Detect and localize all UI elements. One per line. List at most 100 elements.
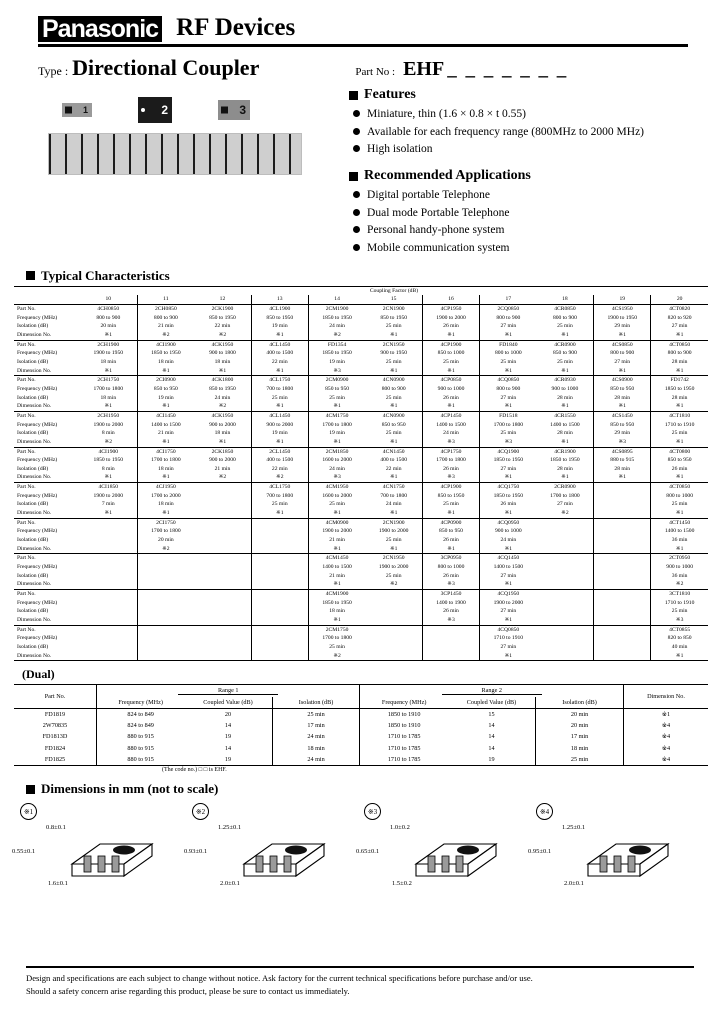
- type-and-partno-row: Type : Directional Coupler Part No : EHF…: [12, 47, 708, 81]
- column-header-20: 20: [650, 295, 708, 306]
- footer-line-2: Should a safety concern arise regarding …: [26, 986, 350, 997]
- cell-part-4: 2CM0900: [307, 375, 366, 385]
- cell-dimension-9: [593, 509, 651, 519]
- cell-part-6: 4CP1950: [421, 304, 480, 314]
- cell-frequency-0: [80, 527, 137, 536]
- footer-line-1: Design and specifications are each subje…: [26, 973, 533, 984]
- cell-part-10: 2CT0950: [650, 553, 708, 564]
- cell-dimension-6: ※1: [421, 366, 480, 376]
- cell-isolation-1: 19 min: [136, 393, 195, 403]
- cell-isolation-10: 25 min: [650, 607, 708, 616]
- cell-frequency-9: 1900 to 1950: [593, 313, 651, 323]
- cell-frequency-10: 1710 to 1910: [650, 598, 708, 608]
- cell-part-1: 4CJ1950: [136, 482, 195, 492]
- cell-frequency-7: 1700 to 1800: [479, 420, 537, 430]
- cell-frequency-4: 1850 to 1950: [307, 313, 366, 323]
- cell-dimension-7: ※3: [479, 437, 537, 448]
- cell-dimension-0: [80, 545, 137, 554]
- cell-dimension-10: ※1: [650, 402, 708, 412]
- dual-range1-frequency: 880 to 915: [96, 754, 185, 767]
- bullet-square-icon: [26, 271, 35, 281]
- cell-frequency-0: [80, 634, 137, 643]
- cell-isolation-1: 21 min: [136, 322, 195, 331]
- cell-dimension-2: ※2: [218, 331, 227, 338]
- cell-dimension-6: [421, 651, 480, 661]
- row-label: Dimension No.: [17, 403, 52, 410]
- row-label: Isolation (dB): [17, 537, 49, 544]
- cell-frequency-6: [421, 634, 480, 643]
- table-row: Frequency (MHz) 1850 to 1950 1700 to 1800 9…: [14, 456, 708, 465]
- cell-frequency-10: 1400 to 1500: [650, 527, 708, 537]
- cell-isolation-6: 26 min: [421, 607, 480, 616]
- table-row: Isolation (dB) 18 min 19 min 24 min 25 min 25…: [14, 393, 708, 403]
- table-row: Isolation (dB) 20 min 21 min 22 min 19 min 24…: [14, 322, 708, 331]
- row-label: Part No.: [14, 304, 80, 314]
- cell-dimension-2: ※1: [218, 438, 227, 445]
- cell-isolation-4: 21 min: [307, 536, 366, 545]
- dual-part-no: FD1819: [44, 710, 66, 718]
- cell-isolation-1: 21 min: [136, 429, 195, 438]
- cell-frequency-0: 1850 to 1950: [93, 457, 124, 464]
- column-header-11: 11: [136, 295, 195, 306]
- row-label: Dimension No.: [17, 545, 52, 552]
- table-row: Dimension No. ※1 ※1 ※1 ※1 ※1 ※1 ※1 ※2 ※1: [14, 509, 708, 519]
- cell-isolation-6: 26 min: [421, 536, 480, 545]
- cell-dimension-6: ※3: [421, 473, 480, 483]
- cell-frequency-3: 400 to 1500: [250, 456, 309, 465]
- cell-isolation-3: [250, 571, 309, 581]
- row-label: Dimension No.: [17, 438, 52, 445]
- cell-part-0: 2CH1900: [80, 339, 138, 350]
- row-label: Part No.: [14, 339, 80, 350]
- cell-isolation-10: 25 min: [650, 429, 708, 438]
- table-row: Part No. 2CH1900 4CI1900 4CK1950 4CL1450 FD13…: [14, 339, 708, 350]
- dual-header-row-1: Part No. Range 1 Range 2 Dimension No.: [14, 684, 708, 709]
- dimension-tag: ※4: [536, 803, 553, 821]
- cell-frequency-8: 900 to 1000: [551, 385, 579, 392]
- dual-range2-coupled: 14: [488, 722, 495, 730]
- cell-isolation-9: [593, 571, 651, 581]
- cell-frequency-1: 850 to 950: [136, 384, 195, 394]
- column-header-12: 12: [194, 295, 252, 306]
- feature-item: Available for each frequency range (800M…: [349, 124, 708, 141]
- dual-header-row-2: Frequency (MHz) Coupled Value (dB) Isolati…: [14, 696, 708, 709]
- row-label: Dimension No.: [17, 616, 52, 623]
- cell-isolation-7: 27 min: [479, 393, 537, 403]
- row-label: Part No.: [14, 482, 80, 492]
- cell-part-5: 4CN0900: [365, 410, 423, 421]
- table-row: Frequency (MHz) 1900 to 2000 1400 to 1500 9…: [14, 420, 708, 430]
- bullet-dot-icon: [353, 226, 361, 234]
- cell-isolation-4: 19 min: [307, 429, 366, 438]
- cell-isolation-5: 22 min: [385, 465, 402, 472]
- cell-frequency-0: 1900 to 2000: [93, 421, 124, 428]
- characteristics-table: Coupling Factor (dB) 10 11 12 13 14 15 16 17 18 19…: [14, 285, 708, 662]
- cell-dimension-5: ※1: [389, 510, 398, 517]
- features-column: Features Miniature, thin (1.6 × 0.8 × t …: [341, 81, 708, 258]
- cell-part-2: [194, 553, 252, 564]
- cell-dimension-8: ※1: [561, 403, 569, 410]
- dual-dimension-no: ※1: [623, 708, 708, 721]
- cell-dimension-0: ※1: [104, 367, 113, 374]
- cell-dimension-3: ※1: [250, 330, 309, 341]
- row-label: Part No.: [14, 589, 80, 599]
- chip-sample-3-number: 3: [239, 103, 246, 117]
- dimension-width-label: 1.25±0.1: [562, 824, 586, 832]
- cell-dimension-3: ※1: [250, 402, 309, 412]
- cell-frequency-1: 800 to 900: [136, 313, 195, 323]
- cell-frequency-1: 1400 to 1500: [136, 420, 195, 430]
- cell-isolation-5: 25 min: [385, 358, 402, 365]
- cell-dimension-0: ※2: [104, 438, 113, 445]
- cell-dimension-7: ※1: [479, 366, 537, 376]
- chip-sample-2-number: 2: [161, 103, 168, 117]
- cell-dimension-3: [250, 651, 309, 661]
- column-header-16: 16: [421, 295, 480, 306]
- cell-frequency-10: 900 to 1000: [650, 563, 708, 572]
- row-label: Part No.: [14, 553, 80, 564]
- cell-isolation-8: 28 min: [557, 465, 573, 472]
- table-row: Part No. 2CH1950 4CI1450 4CK1950 4CL1450 4CM1…: [14, 410, 708, 421]
- cell-dimension-10: ※1: [650, 366, 708, 376]
- cell-frequency-5: 1900 to 2000: [378, 528, 409, 535]
- type-value: Directional Coupler: [72, 55, 260, 80]
- dual-range2-isolation: 18 min: [535, 742, 624, 755]
- cell-isolation-8: 25 min: [557, 323, 573, 330]
- dual-range1-isolation: 18 min: [271, 742, 360, 755]
